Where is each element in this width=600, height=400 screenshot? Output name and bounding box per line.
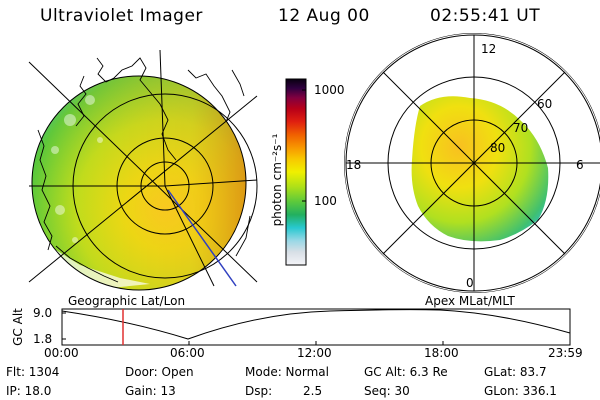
geo-map-caption: Geographic Lat/Lon (68, 294, 186, 308)
satellite-track-line (167, 189, 237, 287)
colorbar (285, 78, 307, 266)
polar-grid (344, 33, 600, 293)
colorbar-tick-100: 100 (314, 194, 337, 208)
altitude-y-max: 9.0 (33, 306, 53, 320)
ip-value: IP: 18.0 (6, 384, 52, 398)
geo-longitude: GLon: 336.1 (484, 384, 557, 398)
door-status: Door: Open (125, 365, 194, 379)
dsp-label: Dsp: (245, 384, 273, 398)
geo-latitude: GLat: 83.7 (484, 365, 547, 379)
geo-graticule (28, 49, 258, 291)
geographic-map (28, 49, 258, 291)
polar-label-lat-80: 80 (490, 141, 506, 155)
polar-map (344, 33, 600, 293)
altitude-x-tick-2359: 23:59 (548, 346, 583, 360)
polar-label-mlt-12: 12 (481, 42, 497, 56)
polar-label-lat-60: 60 (537, 97, 553, 111)
altitude-axis-label: GC Alt (11, 308, 25, 346)
polar-label-lat-70: 70 (513, 121, 529, 135)
dsp-value: 2.5 (303, 384, 323, 398)
polar-label-mlt-6: 6 (576, 158, 584, 172)
date-label: 12 Aug 00 (278, 6, 370, 26)
time-label: 02:55:41 UT (430, 6, 541, 26)
altitude-x-tick-1800: 18:00 (424, 346, 459, 360)
sequence-number: Seq: 30 (364, 384, 410, 398)
altitude-curve (61, 309, 571, 340)
altitude-plot (61, 308, 571, 346)
polar-map-caption: Apex MLat/MLT (425, 294, 515, 308)
polar-label-mlt-18: 18 (346, 158, 362, 172)
colorbar-tick-1000: 1000 (314, 83, 345, 97)
colorbar-unit-label: photon cm⁻²s⁻¹ (270, 133, 284, 227)
flight-number: Flt: 1304 (6, 365, 60, 379)
gc-altitude: GC Alt: 6.3 Re (364, 365, 448, 379)
gain-value: Gain: 13 (125, 384, 176, 398)
mode-value: Mode: Normal (245, 365, 329, 379)
window-title: Ultraviolet Imager (40, 6, 203, 26)
altitude-x-tick-1200: 12:00 (297, 346, 332, 360)
altitude-y-min: 1.8 (33, 332, 53, 346)
altitude-x-tick-0600: 06:00 (170, 346, 205, 360)
altitude-x-tick-0000: 00:00 (44, 346, 79, 360)
polar-label-mlt-0: 0 (466, 276, 474, 290)
